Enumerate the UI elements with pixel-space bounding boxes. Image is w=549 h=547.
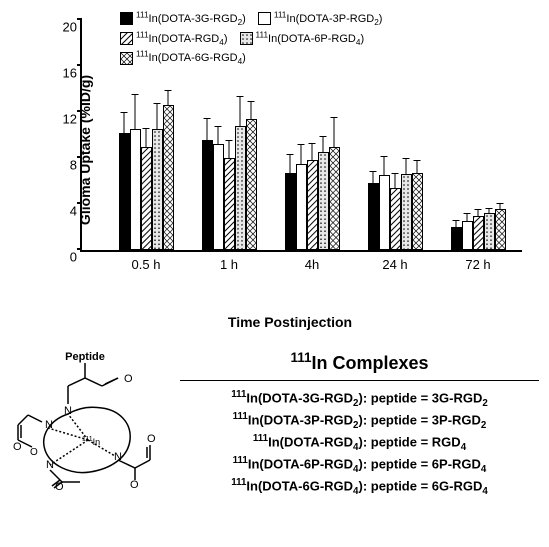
ytick: 0: [52, 250, 77, 265]
svg-text:O: O: [124, 373, 133, 385]
bar: [307, 160, 318, 250]
xtick: 4h: [305, 257, 319, 272]
bar-chart: Glioma Uptake (%ID/g) 111In(DOTA-3G-RGD2…: [40, 10, 540, 290]
bar: [390, 188, 401, 250]
xtick: 72 h: [465, 257, 490, 272]
xtick: 1 h: [220, 257, 238, 272]
peptide-label: Peptide: [65, 351, 105, 363]
bar: [202, 140, 213, 250]
svg-text:O: O: [147, 433, 156, 445]
bar: [329, 147, 340, 251]
bar: [484, 213, 495, 250]
ytick: 16: [52, 66, 77, 81]
bar: [119, 133, 130, 250]
svg-text:O: O: [130, 479, 139, 490]
complex-line: 111In(DOTA-6G-RGD4): peptide = 6G-RGD4: [180, 477, 539, 497]
bar: [246, 119, 257, 250]
bar: [495, 209, 506, 250]
plot-area: 0481216200.5 h1 h4h24 h72 h: [80, 20, 522, 252]
complex-line: 111In(DOTA-RGD4): peptide = RGD4: [180, 433, 539, 453]
ytick: 8: [52, 158, 77, 173]
xtick: 0.5 h: [132, 257, 161, 272]
bar: [141, 147, 152, 251]
complexes-text: 111In Complexes 111In(DOTA-3G-RGD2): pep…: [170, 350, 539, 499]
complexes-title: 111In Complexes: [180, 350, 539, 374]
bar: [130, 129, 141, 250]
complex-line: 111In(DOTA-6P-RGD4): peptide = 6P-RGD4: [180, 455, 539, 475]
bar: [379, 175, 390, 250]
bar: [412, 173, 423, 250]
complex-line: 111In(DOTA-3P-RGD2): peptide = 3P-RGD2: [180, 411, 539, 431]
bar: [235, 126, 246, 250]
svg-text:111In: 111In: [82, 436, 100, 447]
ytick: 4: [52, 204, 77, 219]
x-axis-label: Time Postinjection: [228, 314, 352, 330]
xtick: 24 h: [382, 257, 407, 272]
bar: [473, 216, 484, 251]
bar: [224, 158, 235, 250]
bar: [163, 105, 174, 250]
bar: [401, 174, 412, 250]
svg-text:O: O: [30, 447, 38, 458]
bar: [213, 144, 224, 250]
bar: [296, 164, 307, 250]
complex-line: 111In(DOTA-3G-RGD2): peptide = 3G-RGD2: [180, 389, 539, 409]
ytick: 12: [52, 112, 77, 127]
svg-text:O: O: [13, 441, 22, 453]
molecule-diagram: Peptide O N 111In N N N O O O: [10, 350, 170, 490]
bar: [285, 173, 296, 250]
bar: [462, 221, 473, 250]
bar: [152, 129, 163, 250]
bar: [318, 152, 329, 250]
bottom-section: Peptide O N 111In N N N O O O: [10, 350, 539, 499]
divider: [180, 380, 539, 381]
ytick: 20: [52, 20, 77, 35]
bar: [451, 227, 462, 250]
bar: [368, 183, 379, 250]
